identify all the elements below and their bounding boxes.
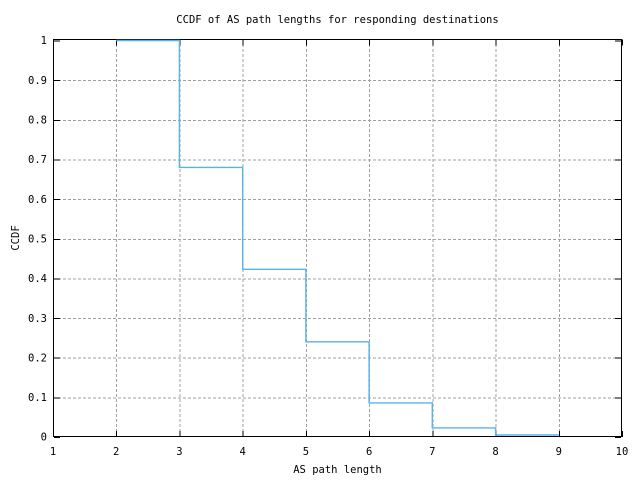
y-tick-labels: 0 0.1 0.2 0.3 0.4 0.5 0.6 0.7 0.8 0.9 1 — [28, 35, 47, 444]
y-tick-label: 0.7 — [28, 154, 47, 166]
x-tick-label: 7 — [429, 446, 435, 458]
x-tick-label: 8 — [492, 446, 498, 458]
y-axis-label: CCDF — [10, 225, 22, 251]
x-tick-label: 5 — [303, 446, 309, 458]
y-tick-label: 0.9 — [28, 75, 47, 87]
grid-lines — [53, 39, 622, 437]
x-axis-label: AS path length — [293, 464, 382, 476]
chart-title: CCDF of AS path lengths for responding d… — [176, 14, 499, 26]
ccdf-step-line — [116, 39, 559, 436]
y-tick-label: 0.4 — [28, 273, 47, 285]
y-tick-label: 0.8 — [28, 115, 47, 127]
x-tick-label: 10 — [616, 446, 629, 458]
x-tick-label: 3 — [176, 446, 182, 458]
y-tick-label: 0.1 — [28, 392, 47, 404]
x-tick-label: 1 — [50, 446, 56, 458]
y-tick-label: 0.6 — [28, 194, 47, 206]
x-tick-label: 9 — [556, 446, 562, 458]
x-tick-labels: 1 2 3 4 5 6 7 8 9 10 — [50, 446, 628, 458]
x-tick-label: 2 — [113, 446, 119, 458]
y-tick-label: 1 — [41, 35, 47, 47]
tick-marks — [53, 39, 623, 438]
x-tick-label: 4 — [240, 446, 246, 458]
plot-border — [53, 39, 622, 437]
y-tick-label: 0.2 — [28, 352, 47, 364]
y-tick-label: 0 — [41, 432, 47, 444]
y-tick-label: 0.5 — [28, 233, 47, 245]
y-tick-label: 0.3 — [28, 313, 47, 325]
x-tick-label: 6 — [366, 446, 372, 458]
